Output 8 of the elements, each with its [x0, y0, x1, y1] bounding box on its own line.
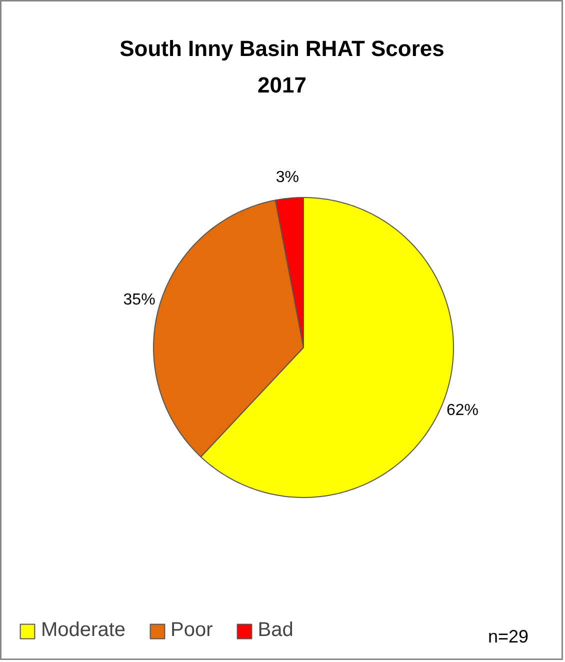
- legend-label: Moderate: [41, 619, 126, 642]
- text: n=29: [488, 626, 529, 646]
- data-label: 62%: [446, 402, 479, 419]
- legend-label: Poor: [170, 619, 213, 642]
- data-label: 3%: [276, 168, 299, 186]
- data-label: 35%: [123, 291, 156, 308]
- chart-title: South Inny Basin RHAT Scores 2017: [120, 36, 444, 98]
- legend-label: Bad: [258, 619, 294, 642]
